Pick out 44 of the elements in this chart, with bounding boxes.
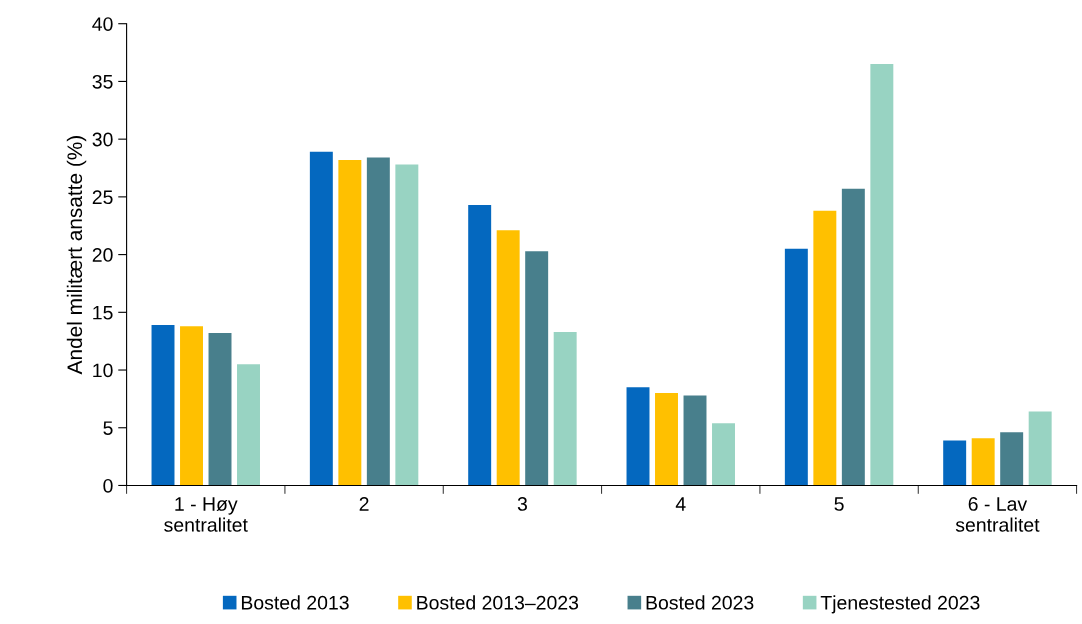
x-tick-label: 1 - Høy sentralitet xyxy=(164,497,248,532)
y-tick-label: 25 xyxy=(92,190,113,205)
bar xyxy=(813,210,837,486)
bar xyxy=(712,423,735,486)
y-axis-title: Andel militært ansatte (%) xyxy=(66,136,87,375)
y-tick-label: 20 xyxy=(92,248,113,262)
bar xyxy=(553,331,577,486)
bar xyxy=(626,387,650,486)
y-tick-label: 35 xyxy=(92,74,113,89)
bar xyxy=(655,393,678,486)
bar xyxy=(468,204,492,486)
legend-label: Tjenestested 2023 xyxy=(820,595,980,614)
y-tick-label: 10 xyxy=(93,363,113,378)
y-tick-label: 15 xyxy=(93,305,113,320)
y-tick-label: 40 xyxy=(92,17,113,31)
bar xyxy=(208,333,232,486)
bar xyxy=(395,164,419,486)
x-tick-label: 5 xyxy=(834,497,844,511)
y-tick-label: 30 xyxy=(92,132,113,147)
bar xyxy=(841,188,865,486)
bar xyxy=(525,251,549,486)
bar xyxy=(309,151,333,486)
legend-label: Bosted 2023 xyxy=(646,595,754,610)
x-tick-label: 6 - Lav sentralitet xyxy=(955,497,1040,532)
bar xyxy=(683,395,707,486)
y-tick-label: 0 xyxy=(103,478,113,493)
bar xyxy=(870,64,894,486)
y-tick-label: 5 xyxy=(103,421,113,435)
bar xyxy=(496,230,520,486)
bar xyxy=(971,438,995,486)
x-tick-label: 3 xyxy=(517,497,527,511)
bar xyxy=(338,159,362,486)
legend-label: Bosted 2013–2023 xyxy=(417,595,579,610)
bar xyxy=(151,325,175,486)
bar xyxy=(943,440,967,486)
x-tick-label: 4 xyxy=(675,497,686,511)
bar xyxy=(1028,411,1052,486)
bar xyxy=(784,248,808,486)
bar xyxy=(237,364,260,486)
bar xyxy=(1000,432,1024,486)
bar xyxy=(366,157,390,486)
x-tick-label: 2 xyxy=(359,497,369,511)
legend-label: Bosted 2013 xyxy=(241,595,349,610)
bar xyxy=(180,326,203,486)
